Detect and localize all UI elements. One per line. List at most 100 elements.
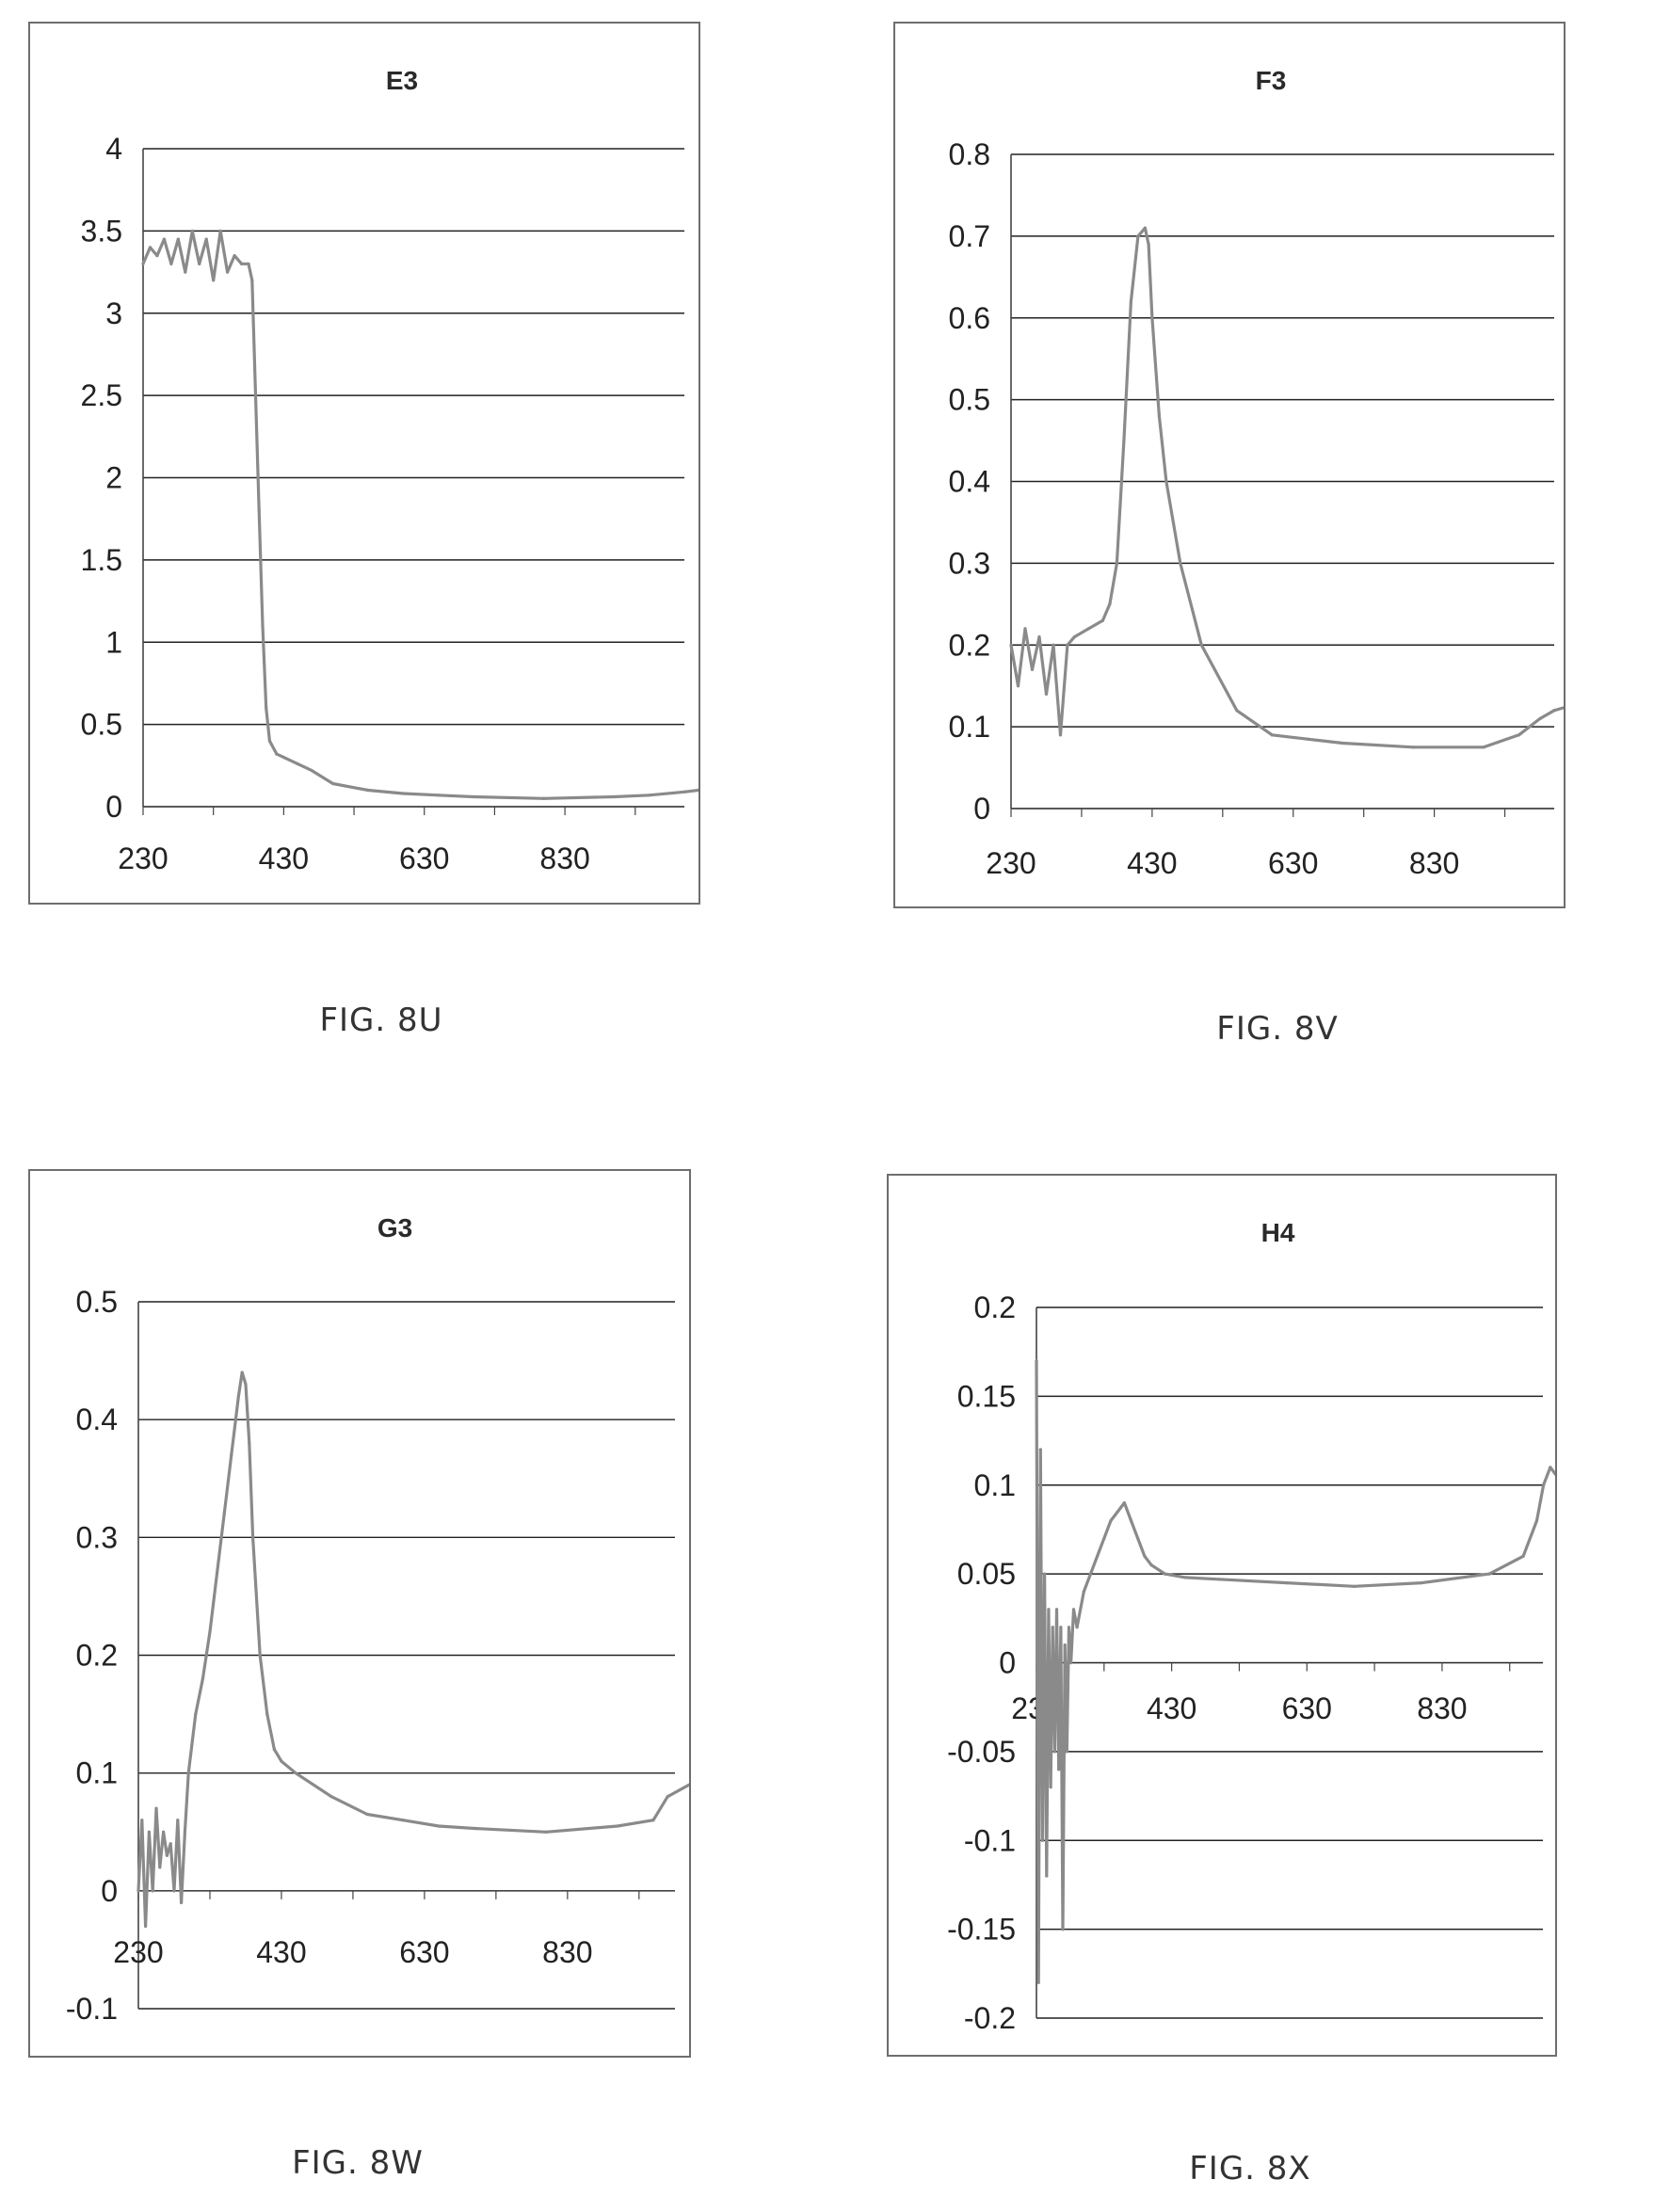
x-tick-label: 430	[256, 1935, 306, 1969]
data-point	[1149, 1563, 1153, 1567]
y-tick-label: 0.1	[76, 1756, 118, 1790]
data-point	[155, 253, 159, 258]
data-point	[1071, 1608, 1076, 1611]
data-point	[1285, 1580, 1289, 1585]
y-tick-label: 0.2	[76, 1639, 118, 1673]
data-point	[236, 1394, 240, 1398]
data-point	[215, 1571, 219, 1575]
data-point	[1352, 1584, 1357, 1588]
data-point	[250, 279, 254, 282]
figure-caption-8w: FIG. 8W	[292, 2144, 424, 2182]
data-point	[687, 1783, 689, 1787]
data-point	[247, 262, 250, 265]
data-point	[1129, 1518, 1133, 1523]
x-tick-label: 830	[539, 842, 589, 875]
data-point	[148, 246, 153, 249]
y-tick-label: 0.4	[76, 1403, 118, 1436]
data-point	[1061, 1928, 1065, 1931]
data-point	[140, 1819, 144, 1822]
data-point	[250, 1535, 255, 1539]
chart-e3: E3 0 0.5 1 1.5 2 2.5 3 3.5 4 230 430 630 830	[81, 66, 699, 875]
data-point	[1143, 226, 1147, 230]
x-tick-label: 630	[399, 842, 449, 875]
chart-title: H4	[1261, 1218, 1295, 1247]
series-line	[1009, 226, 1564, 749]
data-point	[1040, 1838, 1045, 1842]
data-point	[218, 229, 222, 232]
data-point	[1109, 1518, 1113, 1523]
data-point	[248, 1441, 251, 1445]
data-point	[1163, 1572, 1167, 1576]
data-point	[1164, 479, 1168, 484]
data-point	[1341, 741, 1344, 745]
data-point	[1065, 1750, 1068, 1754]
chart-g3: G3 -0.1 0 0.1 0.2 0.3 0.4 0.5 230 430 630 830	[66, 1213, 689, 2026]
y-tick-label: 0.3	[76, 1520, 118, 1554]
data-point	[239, 262, 244, 265]
data-point	[233, 253, 236, 258]
data-point	[204, 237, 208, 241]
y-tick-label: 0.4	[949, 465, 990, 499]
data-point	[1538, 716, 1542, 721]
data-point	[272, 1748, 276, 1752]
chart-panel-h4: H4 -0.2 -0.15 -0.1 -0.05 0 0.05 0.1 0.15 0.2 230 43…	[887, 1174, 1557, 2057]
y-tick-label: 0.05	[957, 1557, 1016, 1591]
x-tick-label: 230	[118, 842, 168, 875]
x-tick-label: 830	[1409, 846, 1459, 880]
data-point	[226, 270, 230, 274]
figure-caption-8v: FIG. 8V	[1216, 1010, 1339, 1048]
y-tick-label: -0.15	[947, 1913, 1016, 1947]
data-point	[1517, 733, 1521, 737]
data-point	[1096, 1554, 1100, 1558]
chart-panel-f3: F3 0 0.1 0.2 0.3 0.4 0.5 0.6 0.7 0.8 230 430 630 830	[893, 22, 1566, 908]
data-point	[212, 279, 216, 282]
data-point	[1217, 1578, 1221, 1581]
y-tick-label: 0.8	[949, 137, 990, 171]
y-tick-label: -0.05	[947, 1735, 1016, 1769]
data-point	[1023, 627, 1027, 631]
data-point	[147, 1830, 151, 1834]
data-point	[184, 270, 187, 274]
data-point	[176, 237, 180, 241]
data-point	[366, 788, 370, 793]
y-tick-label: 0	[105, 790, 122, 824]
data-point	[1030, 667, 1035, 671]
y-tick-label: 0	[101, 1874, 118, 1908]
data-point	[1521, 1554, 1525, 1558]
y-tick-label: -0.1	[964, 1823, 1016, 1857]
data-point	[1270, 733, 1274, 737]
data-point	[1067, 1626, 1071, 1629]
data-point	[1082, 1590, 1085, 1594]
data-point	[1136, 234, 1140, 238]
data-point	[154, 1806, 158, 1810]
x-tick-label: 630	[399, 1935, 449, 1969]
x-tick-label: 830	[1417, 1691, 1467, 1725]
data-point	[265, 1712, 269, 1716]
data-point	[1044, 692, 1049, 696]
y-tick-label: 1	[105, 625, 122, 659]
data-point	[437, 793, 441, 797]
data-point	[1037, 634, 1041, 639]
x-tick-label: 430	[259, 842, 309, 875]
data-point	[162, 237, 167, 241]
data-point	[1136, 1536, 1140, 1540]
data-point	[261, 624, 265, 628]
data-point	[190, 229, 194, 232]
y-tick-label: 0.2	[949, 628, 990, 662]
y-tick-label: 1.5	[81, 543, 122, 577]
data-point	[161, 1830, 166, 1834]
data-point	[1052, 1750, 1056, 1754]
data-point	[544, 1830, 548, 1834]
x-tick-label: 430	[1127, 846, 1177, 880]
x-tick-label: 630	[1282, 1691, 1332, 1725]
data-point	[1038, 1448, 1042, 1451]
data-point	[183, 1830, 186, 1834]
data-point	[1147, 242, 1150, 247]
data-point	[437, 1824, 441, 1828]
data-point	[136, 1889, 140, 1893]
x-tick-label: 230	[986, 846, 1036, 880]
data-point	[1482, 745, 1485, 749]
data-point	[1016, 684, 1020, 688]
chart-panel-e3: E3 0 0.5 1 1.5 2 2.5 3 3.5 4 230 430 630 830	[28, 22, 700, 905]
